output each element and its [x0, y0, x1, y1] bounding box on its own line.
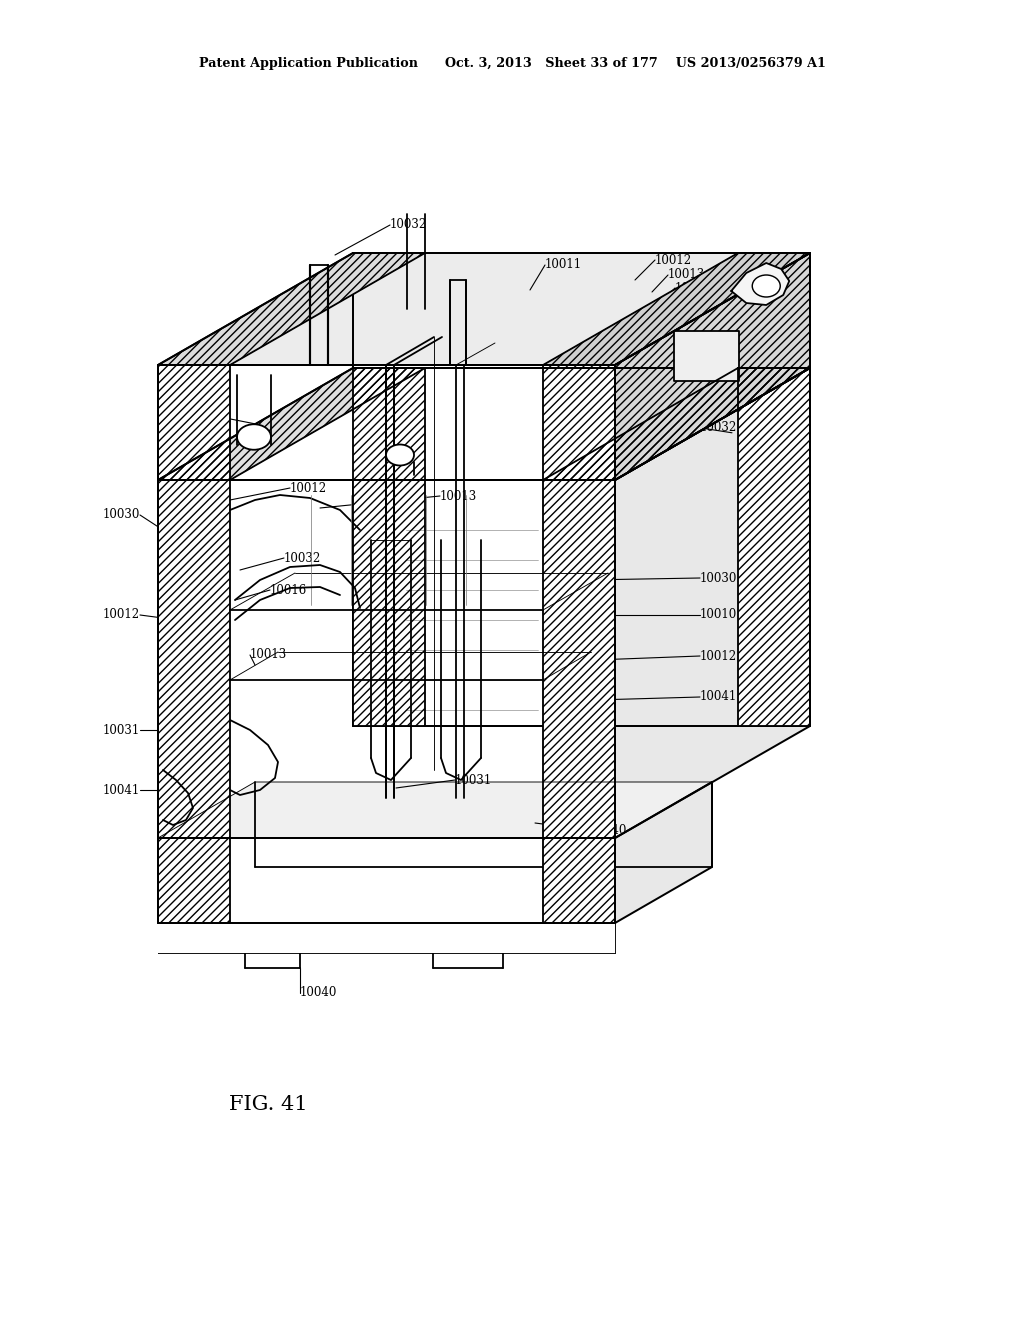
Polygon shape [615, 253, 810, 480]
Polygon shape [158, 253, 425, 366]
Polygon shape [158, 366, 615, 480]
Polygon shape [158, 368, 425, 480]
Text: 10013: 10013 [440, 490, 477, 503]
Polygon shape [120, 140, 900, 950]
Text: 10016: 10016 [270, 583, 307, 597]
Polygon shape [158, 368, 810, 480]
Text: 10012: 10012 [655, 253, 692, 267]
Text: FIG. 41: FIG. 41 [228, 1096, 307, 1114]
Text: 10031: 10031 [455, 774, 493, 787]
Ellipse shape [753, 275, 780, 297]
Polygon shape [158, 480, 615, 838]
Text: 10013: 10013 [668, 268, 706, 281]
Text: 10041: 10041 [700, 690, 737, 704]
Text: 10012: 10012 [290, 482, 327, 495]
Polygon shape [615, 253, 810, 480]
Polygon shape [738, 368, 810, 726]
Text: Patent Application Publication      Oct. 3, 2013   Sheet 33 of 177    US 2013/02: Patent Application Publication Oct. 3, 2… [199, 57, 825, 70]
Polygon shape [543, 368, 810, 480]
Text: 10031: 10031 [102, 723, 140, 737]
Polygon shape [674, 331, 738, 381]
Polygon shape [731, 263, 790, 305]
Polygon shape [158, 838, 230, 923]
Polygon shape [353, 368, 425, 726]
Polygon shape [543, 366, 615, 480]
Text: 10011: 10011 [545, 259, 582, 272]
Text: 10032: 10032 [390, 219, 427, 231]
Polygon shape [543, 838, 615, 923]
Ellipse shape [237, 424, 271, 450]
Text: 10032: 10032 [158, 405, 195, 418]
Text: 10040: 10040 [590, 824, 628, 837]
Text: 10040: 10040 [300, 986, 337, 999]
Polygon shape [615, 368, 810, 838]
Polygon shape [543, 253, 810, 366]
Text: 10012: 10012 [700, 649, 737, 663]
Text: 10010: 10010 [700, 609, 737, 622]
Text: 10041: 10041 [102, 784, 140, 796]
Polygon shape [158, 923, 615, 953]
Text: 10016: 10016 [675, 281, 713, 294]
Ellipse shape [386, 445, 414, 466]
Text: 10032: 10032 [284, 552, 322, 565]
Polygon shape [543, 480, 615, 838]
Polygon shape [615, 781, 712, 923]
Text: 10030: 10030 [102, 508, 140, 521]
Polygon shape [158, 838, 615, 923]
Polygon shape [158, 781, 712, 838]
Polygon shape [158, 480, 230, 838]
Polygon shape [158, 366, 230, 480]
Text: 10030: 10030 [700, 572, 737, 585]
Text: 10032: 10032 [700, 421, 737, 434]
Text: 10013: 10013 [250, 648, 288, 661]
Text: 10012: 10012 [102, 609, 140, 622]
Polygon shape [158, 253, 810, 366]
